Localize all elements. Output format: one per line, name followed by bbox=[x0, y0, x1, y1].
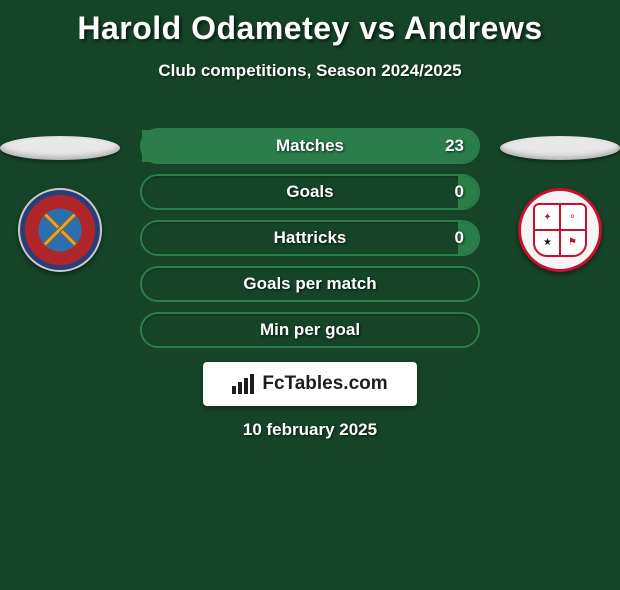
stat-row: Goals 0 bbox=[140, 174, 480, 210]
infographic-date: 10 february 2025 bbox=[0, 420, 620, 440]
player-left-avatar bbox=[0, 136, 120, 160]
stat-label: Matches bbox=[276, 136, 344, 156]
stat-label: Min per goal bbox=[260, 320, 360, 340]
stats-bars: Matches 23 Goals 0 Hattricks 0 Goals per… bbox=[140, 128, 480, 358]
watermark-text: FcTables.com bbox=[262, 373, 387, 395]
player-right-avatar bbox=[500, 136, 620, 160]
stat-row: Min per goal bbox=[140, 312, 480, 348]
club-badge-right: ✦ ⚬ ★ ⚑ bbox=[518, 188, 602, 272]
stat-value-right: 23 bbox=[445, 136, 464, 156]
stat-label: Goals bbox=[286, 182, 333, 202]
stat-value-right: 0 bbox=[455, 182, 464, 202]
watermark: FcTables.com bbox=[203, 362, 417, 406]
shield-icon: ✦ ⚬ ★ ⚑ bbox=[533, 203, 587, 257]
stat-label: Hattricks bbox=[274, 228, 347, 248]
stat-label: Goals per match bbox=[243, 274, 376, 294]
bars-icon bbox=[232, 374, 256, 394]
page-subtitle: Club competitions, Season 2024/2025 bbox=[0, 61, 620, 81]
stat-row: Hattricks 0 bbox=[140, 220, 480, 256]
stat-value-right: 0 bbox=[455, 228, 464, 248]
club-badge-left bbox=[18, 188, 102, 272]
stat-row: Matches 23 bbox=[140, 128, 480, 164]
page-title: Harold Odametey vs Andrews bbox=[0, 10, 620, 47]
stat-row: Goals per match bbox=[140, 266, 480, 302]
